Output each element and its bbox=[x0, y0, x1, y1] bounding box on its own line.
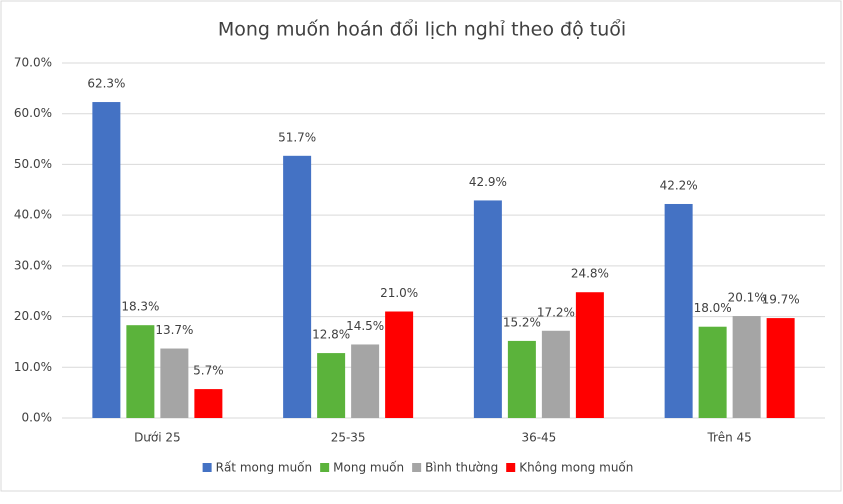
value-label: 19.7% bbox=[762, 293, 800, 307]
bar bbox=[664, 203, 693, 418]
value-label: 20.1% bbox=[728, 291, 766, 305]
value-label: 42.9% bbox=[469, 175, 507, 189]
value-label: 18.0% bbox=[694, 301, 732, 315]
value-label: 62.3% bbox=[87, 77, 125, 91]
x-tick-label: Trên 45 bbox=[706, 431, 751, 445]
bar bbox=[385, 311, 414, 418]
legend-label: Rất mong muốn bbox=[216, 461, 313, 475]
value-label: 14.5% bbox=[346, 319, 384, 333]
value-label: 51.7% bbox=[278, 130, 316, 144]
y-tick-label: 70.0% bbox=[14, 56, 52, 70]
value-label: 15.2% bbox=[503, 315, 541, 329]
y-tick-label: 60.0% bbox=[14, 106, 52, 120]
bar bbox=[92, 102, 121, 419]
bar bbox=[766, 318, 795, 418]
legend-swatch bbox=[412, 463, 422, 472]
value-label: 21.0% bbox=[380, 286, 418, 300]
legend-swatch bbox=[320, 463, 330, 472]
y-tick-label: 20.0% bbox=[14, 309, 52, 323]
bar bbox=[698, 326, 727, 418]
bar bbox=[351, 344, 380, 418]
bar bbox=[317, 353, 346, 418]
value-label: 24.8% bbox=[571, 267, 609, 281]
chart-title: Mong muốn hoán đổi lịch nghỉ theo độ tuổ… bbox=[218, 19, 626, 41]
bar bbox=[160, 348, 189, 418]
legend-label: Mong muốn bbox=[333, 461, 404, 475]
bar bbox=[473, 200, 502, 418]
bar bbox=[575, 292, 604, 418]
y-tick-label: 50.0% bbox=[14, 157, 52, 171]
x-tick-label: Dưới 25 bbox=[134, 431, 181, 445]
y-tick-label: 40.0% bbox=[14, 208, 52, 222]
legend-label: Bình thường bbox=[425, 461, 498, 475]
legend-swatch bbox=[202, 463, 212, 472]
bar bbox=[541, 330, 570, 418]
value-label: 13.7% bbox=[155, 323, 193, 337]
y-tick-label: 0.0% bbox=[22, 411, 53, 425]
legend-label: Không mong muốn bbox=[519, 461, 633, 475]
bar bbox=[507, 340, 536, 418]
bar bbox=[194, 389, 223, 418]
y-tick-label: 10.0% bbox=[14, 360, 52, 374]
value-label: 12.8% bbox=[312, 328, 350, 342]
bar bbox=[732, 316, 761, 418]
value-label: 5.7% bbox=[193, 364, 224, 378]
bar bbox=[283, 155, 312, 419]
value-label: 42.2% bbox=[660, 178, 698, 192]
bar bbox=[126, 325, 155, 418]
legend-swatch bbox=[506, 463, 516, 472]
value-label: 17.2% bbox=[537, 305, 575, 319]
value-label: 18.3% bbox=[121, 300, 159, 314]
x-tick-label: 25-35 bbox=[331, 431, 366, 445]
x-tick-label: 36-45 bbox=[521, 431, 556, 445]
y-tick-label: 30.0% bbox=[14, 258, 52, 272]
